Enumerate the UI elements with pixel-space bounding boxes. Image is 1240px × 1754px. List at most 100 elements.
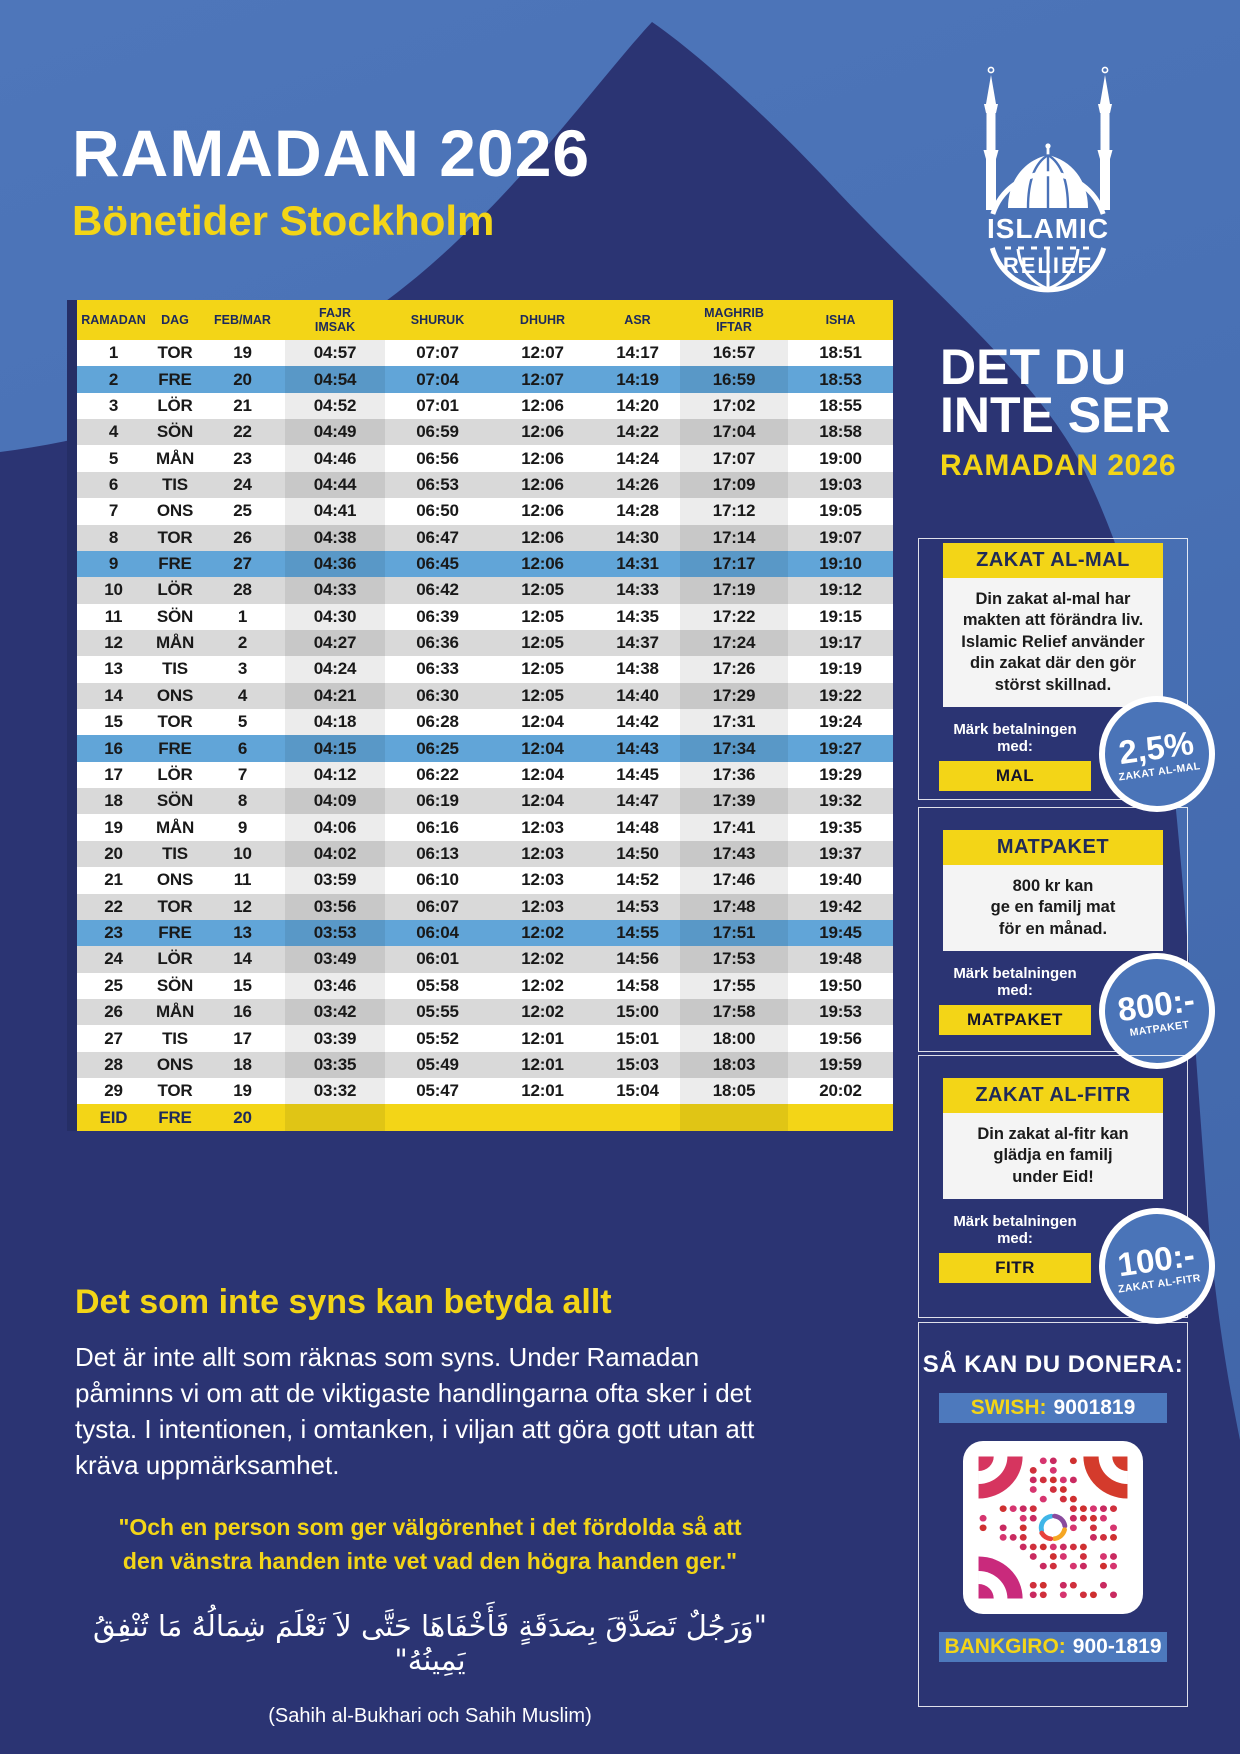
prayer-times-row: 14 ONS 4 04:21 06:30 12:05 14:40 17:29 19:22: [77, 682, 893, 710]
day-cell: 28: [104, 1054, 123, 1074]
card-body-text: Din zakat al-fitr kan glädja en familj u…: [943, 1113, 1163, 1200]
time-cell: 04:24: [285, 656, 385, 683]
time-cell: 18:55: [819, 395, 862, 415]
day-cell: 16: [104, 738, 123, 758]
time-cell: 06:10: [416, 870, 459, 890]
day-cell: ONS: [156, 501, 194, 521]
time-cell: 05:49: [416, 1054, 459, 1074]
time-cell: 05:52: [416, 1028, 459, 1048]
time-cell: 06:04: [416, 923, 459, 943]
payment-mark-area: Märk betalningen med: FITR: [939, 1213, 1091, 1284]
time-cell: 14:55: [616, 923, 659, 943]
time-cell: 06:07: [416, 896, 459, 916]
time-cell: 12:02: [521, 923, 564, 943]
prayer-times-row: 4 SÖN 22 04:49 06:59 12:06 14:22 17:04 18:58: [77, 419, 893, 446]
time-cell: 07:04: [416, 369, 459, 389]
time-cell: 19:37: [819, 844, 862, 863]
campaign-block: DET DU INTE SER RAMADAN 2026: [940, 342, 1200, 483]
day-cell: FRE: [158, 369, 192, 389]
time-cell: 06:39: [416, 606, 459, 626]
time-cell: 04:54: [285, 366, 385, 393]
time-cell: 06:56: [416, 448, 459, 468]
time-cell: 15:04: [616, 1081, 659, 1101]
time-cell: 12:06: [521, 448, 564, 468]
day-cell: 6: [237, 738, 248, 758]
time-cell: 06:59: [416, 422, 459, 442]
time-cell: 06:47: [416, 527, 459, 547]
time-cell: 06:22: [416, 764, 459, 784]
time-cell: 18:05: [680, 1078, 788, 1105]
day-cell: 5: [108, 448, 119, 468]
card-title: ZAKAT AL-MAL: [943, 543, 1163, 578]
prayer-times-row: 19 MÅN 9 04:06 06:16 12:03 14:48 17:41 19:35: [77, 814, 893, 841]
day-cell: 13: [104, 659, 123, 679]
prayer-times-row: 6 TIS 24 04:44 06:53 12:06 14:26 17:09 19:03: [77, 471, 893, 499]
bankgiro-bar: BANKGIRO: 900-1819: [939, 1632, 1167, 1662]
time-cell: 17:12: [680, 498, 788, 525]
time-cell: 17:55: [680, 972, 788, 999]
table-left-accent: [67, 300, 77, 1131]
payment-reference-matpaket: MATPAKET: [939, 1005, 1091, 1036]
time-cell: 06:25: [416, 738, 459, 758]
column-header: DAG: [150, 300, 200, 340]
day-cell: 12: [104, 633, 123, 653]
time-cell: 19:59: [819, 1054, 862, 1074]
day-cell: 9: [237, 817, 248, 837]
time-cell: 19:22: [819, 685, 862, 705]
card-title: MATPAKET: [943, 830, 1163, 865]
islamic-relief-logo: ISLAMIC RELIEF: [983, 66, 1113, 293]
day-cell: 13: [233, 923, 252, 943]
mark-payment-label: Märk betalningen med:: [953, 1213, 1077, 1248]
day-cell: ONS: [156, 685, 194, 705]
time-cell: 03:53: [285, 919, 385, 947]
page-title: RAMADAN 2026: [72, 116, 591, 190]
quote-source: (Sahih al-Bukhari och Sahih Muslim): [268, 1704, 592, 1727]
prayer-times-row: 21 ONS 11 03:59 06:10 12:03 14:52 17:46 19:40: [77, 867, 893, 894]
matpaket-card: MATPAKET 800 kr kan ge en familj mat för…: [918, 807, 1223, 1077]
time-cell: 14:56: [616, 949, 659, 969]
time-cell: 12:07: [521, 369, 564, 389]
time-cell: 04:06: [285, 814, 385, 841]
time-cell: 19:29: [819, 764, 862, 784]
time-cell: 17:46: [680, 867, 788, 894]
time-cell: 04:30: [285, 603, 385, 630]
day-cell: 18: [104, 791, 123, 811]
payment-reference-fitr: FITR: [939, 1253, 1091, 1284]
time-cell: 04:33: [285, 577, 385, 604]
time-cell: 16:57: [680, 340, 788, 367]
payment-reference-mal: MAL: [939, 761, 1091, 792]
day-cell: TOR: [157, 343, 193, 363]
column-header: FEB/MAR: [200, 300, 285, 340]
time-cell: 06:30: [416, 685, 459, 705]
time-cell: 12:06: [521, 527, 564, 547]
day-cell: 23: [233, 448, 252, 468]
time-cell: 06:28: [416, 712, 459, 732]
prayer-times-row: 12 MÅN 2 04:27 06:36 12:05 14:37 17:24 19:17: [77, 629, 893, 657]
day-cell: SÖN: [156, 791, 194, 811]
time-cell: 17:09: [680, 471, 788, 499]
donate-title: SÅ KAN DU DONERA:: [922, 1351, 1184, 1378]
day-cell: LÖR: [157, 949, 193, 969]
time-cell: 12:06: [521, 501, 564, 521]
time-cell: 17:22: [680, 603, 788, 630]
time-cell: 19:03: [819, 474, 862, 494]
prayer-times-row: 10 LÖR 28 04:33 06:42 12:05 14:33 17:19 19:12: [77, 577, 893, 604]
day-cell: TIS: [162, 474, 188, 494]
time-cell: 12:01: [521, 1081, 564, 1101]
time-cell: 12:06: [521, 554, 564, 574]
time-cell: 03:39: [285, 1025, 385, 1052]
time-cell: 04:02: [285, 840, 385, 868]
day-cell: SÖN: [156, 606, 194, 626]
time-cell: 20:02: [819, 1081, 862, 1101]
time-cell: 04:12: [285, 761, 385, 789]
time-cell: [680, 1104, 788, 1131]
time-cell: 14:50: [616, 844, 659, 863]
time-cell: 14:28: [616, 501, 659, 521]
time-cell: 04:44: [285, 471, 385, 499]
day-cell: TOR: [157, 896, 193, 916]
time-cell: 04:46: [285, 445, 385, 472]
column-header: ISHA: [788, 300, 893, 340]
time-cell: 16:59: [680, 366, 788, 393]
day-cell: 21: [233, 395, 252, 415]
time-cell: 05:55: [416, 1002, 459, 1022]
